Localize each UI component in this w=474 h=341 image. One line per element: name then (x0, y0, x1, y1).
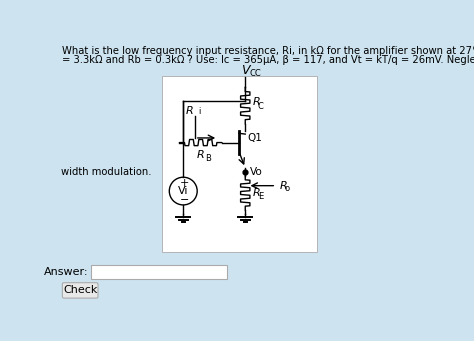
Text: R: R (252, 188, 260, 198)
FancyBboxPatch shape (63, 283, 98, 298)
Text: What is the low frequency input resistance, Ri, in kΩ for the amplifier shown at: What is the low frequency input resistan… (63, 46, 474, 56)
FancyBboxPatch shape (91, 265, 227, 279)
Text: V: V (241, 64, 249, 77)
Text: Q1: Q1 (247, 133, 263, 143)
Text: = 3.3kΩ and Rb = 0.3kΩ ? Use: Ic = 365μA, β = 117, and Vt = kT/q = 26mV. Neglect: = 3.3kΩ and Rb = 0.3kΩ ? Use: Ic = 365μA… (63, 55, 474, 65)
Text: −: − (180, 194, 190, 205)
Bar (162, 76, 317, 252)
Text: o: o (285, 184, 290, 193)
Text: E: E (258, 192, 263, 201)
Text: R: R (252, 97, 260, 107)
Text: Answer:: Answer: (44, 267, 89, 277)
Text: R: R (186, 106, 193, 116)
Text: CC: CC (249, 69, 261, 78)
Text: C: C (258, 102, 264, 111)
Text: Vo: Vo (250, 167, 263, 177)
Text: Vi: Vi (178, 186, 189, 196)
Text: R: R (279, 181, 287, 191)
Text: R: R (197, 150, 205, 160)
Text: B: B (205, 154, 211, 163)
Text: Check: Check (63, 285, 97, 295)
Text: i: i (198, 107, 201, 116)
Text: width modulation.: width modulation. (61, 167, 151, 177)
Text: +: + (180, 178, 190, 188)
